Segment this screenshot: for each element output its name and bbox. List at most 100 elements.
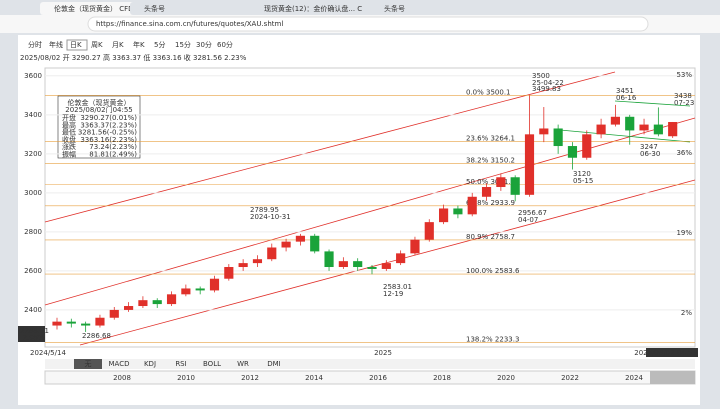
candle-body [166, 294, 177, 305]
toolbar-button[interactable]: 5分 [154, 40, 165, 49]
tab[interactable] [250, 2, 365, 15]
candle-body [610, 116, 620, 125]
annotation: 07-23 [674, 99, 694, 107]
candle-body [281, 241, 291, 248]
toolbar-button[interactable]: 月K [112, 41, 124, 49]
fib-label: 138.2% 2233.3 [466, 335, 519, 343]
candle-body [353, 261, 363, 268]
tab-title: 头条号 [384, 4, 405, 13]
indicator[interactable]: BOLL [203, 360, 221, 368]
info-value: 3363.16(2.23%) [80, 136, 137, 144]
candle-body [95, 317, 105, 326]
candle-body [639, 124, 649, 131]
indicator[interactable]: MACD [109, 360, 130, 368]
url: https://finance.sina.com.cn/futures/quot… [96, 20, 283, 28]
last-label: -2.95% [20, 334, 45, 342]
right-label: 36% [676, 149, 692, 157]
candle-body [496, 177, 506, 188]
tab[interactable] [370, 2, 485, 15]
timeline-year: 2012 [241, 374, 259, 382]
timeline-year: 2016 [369, 374, 387, 382]
candle-body [625, 116, 635, 131]
timeline-year: 2018 [433, 374, 451, 382]
annotation: 3499.83 [532, 85, 561, 93]
info-key: 最低 [62, 128, 76, 137]
indicator[interactable]: WR [237, 360, 249, 368]
timeline-year: 2020 [497, 374, 515, 382]
info-key: 振幅 [62, 150, 76, 159]
annotation: 06-30 [640, 150, 660, 158]
y-tick-label: 3200 [24, 150, 42, 158]
last-label: 2288.31 [20, 327, 49, 335]
candle-body [481, 187, 492, 197]
indicator[interactable]: DMI [267, 360, 281, 368]
indicator-bar [45, 359, 695, 369]
candle-body [138, 300, 148, 307]
info-box [57, 95, 141, 159]
info-key: 开盘 [62, 113, 76, 122]
info-value: 81.81(2.49%) [89, 151, 137, 159]
candle-body [396, 253, 406, 264]
candle-body [439, 208, 449, 223]
timeline-year: 2008 [113, 374, 131, 382]
candle-body [524, 134, 535, 195]
toolbar-button[interactable]: 周K [91, 41, 103, 49]
quote-line: 2025/08/02 开 3290.27 高 3363.37 低 3363.16… [20, 53, 247, 62]
candle-body [52, 321, 62, 326]
candle-body [553, 128, 563, 147]
last-label-box [18, 326, 45, 342]
tab-title: 头条号 [144, 4, 165, 13]
candle-body [224, 267, 234, 279]
toolbar-button[interactable]: 日K [70, 41, 82, 49]
candle-body [539, 128, 549, 135]
toolbar-button[interactable]: 15分 [175, 40, 191, 49]
fib-label: 0.0% 3500.1 [466, 88, 511, 96]
indicator[interactable]: 无 [85, 360, 92, 368]
annotation: 3438 [674, 92, 692, 100]
toolbar-button[interactable]: 分时 [28, 40, 42, 49]
x-label: 2024/5/14 [30, 349, 66, 357]
candle-body [467, 196, 477, 215]
annotation: 2789.95 [250, 206, 279, 214]
tab[interactable] [40, 2, 155, 15]
timeline-year: 2022 [561, 374, 579, 382]
toolbar-active [66, 39, 88, 51]
tab-title: 伦敦金（现货黄金） CFD(XAU)行 [54, 4, 161, 13]
annotation: 3120 [573, 170, 591, 178]
indicator[interactable]: RSI [175, 360, 186, 368]
candle-body [596, 124, 606, 135]
candle-body [453, 208, 463, 215]
indicator-active [74, 359, 102, 369]
annotation: 3500 [532, 72, 550, 80]
annotation: 2583.01 [383, 283, 412, 291]
y-tick-label: 2800 [24, 228, 42, 236]
right-label: 53% [676, 71, 692, 79]
candle-body [338, 261, 348, 268]
timeline-year: 2010 [177, 374, 195, 382]
fib-label: 50.0% 3041.6 [466, 178, 516, 186]
annotation: 2956.67 [518, 209, 547, 217]
candle-body [267, 247, 277, 260]
toolbar-button[interactable]: 60分 [217, 40, 233, 49]
candle-body [295, 235, 305, 242]
candle-body [310, 235, 320, 252]
timeline-window[interactable] [650, 371, 695, 384]
info-value: 3290.27(0.01%) [80, 114, 137, 122]
tab[interactable] [130, 2, 245, 15]
toolbar-button[interactable]: 年线 [49, 40, 63, 49]
indicator[interactable]: KDJ [144, 360, 156, 368]
candle-body [567, 146, 578, 158]
fib-label: 23.6% 3264.1 [466, 134, 515, 142]
toolbar-button[interactable]: 年K [133, 40, 145, 49]
annotation: 25-04-22 [532, 79, 564, 87]
info-key: 涨跌 [62, 142, 76, 151]
url-field[interactable] [87, 16, 649, 32]
toolbar-button[interactable]: 30分 [196, 40, 212, 49]
candle-body [238, 263, 248, 268]
fib-label: 38.2% 3150.2 [466, 157, 515, 165]
timeline-year: 2014 [305, 374, 323, 382]
candle-body [324, 251, 334, 268]
candle-body [81, 323, 91, 326]
annotation: 05-15 [573, 177, 593, 185]
